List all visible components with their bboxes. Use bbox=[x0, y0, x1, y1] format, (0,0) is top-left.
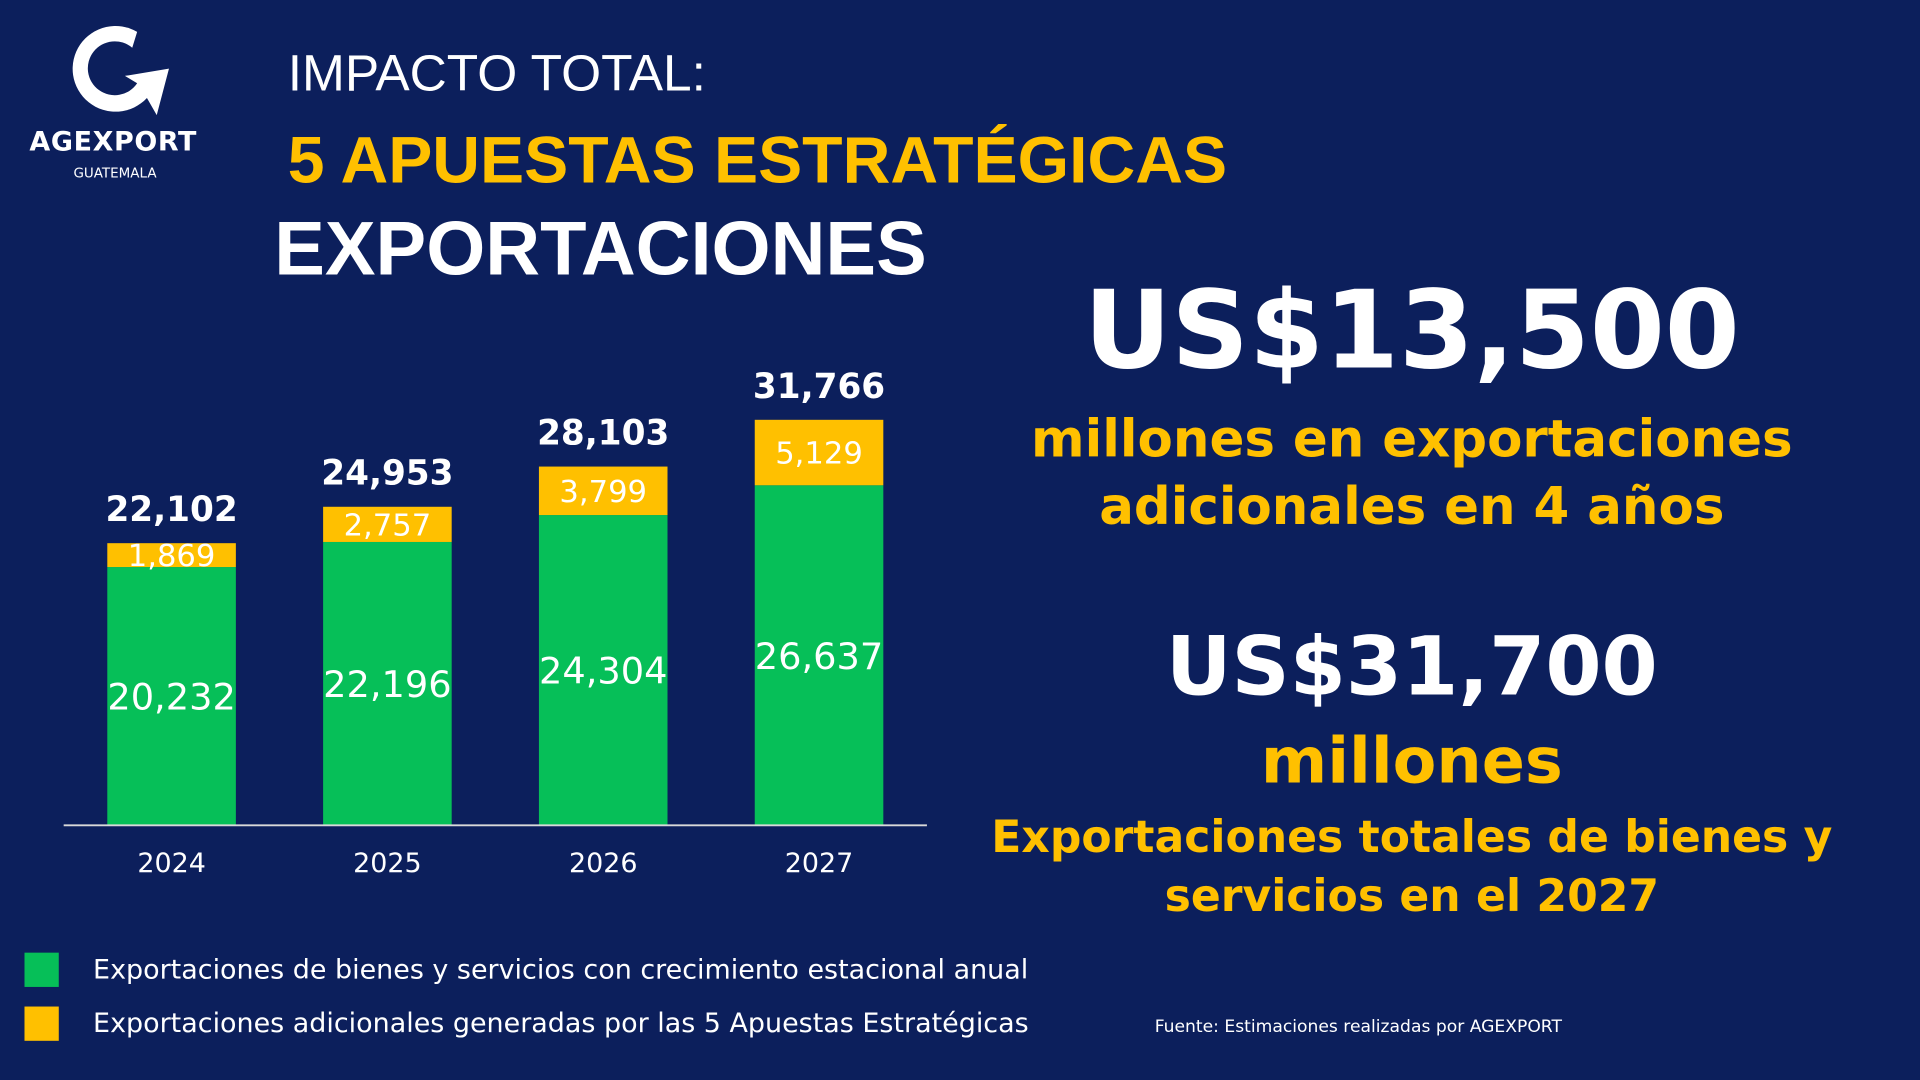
data-label: 24,304 bbox=[539, 650, 667, 693]
logo-subtitle: GUATEMALA bbox=[73, 165, 157, 182]
bar-segment bbox=[323, 506, 452, 542]
title-line1: IMPACTO TOTAL: bbox=[287, 44, 706, 102]
bar-segment bbox=[754, 485, 884, 826]
bar-segment bbox=[538, 466, 668, 516]
data-label: 1,869 bbox=[128, 539, 216, 574]
highlight-2-value: US$31,700 bbox=[1165, 619, 1658, 714]
legend-item-base: Exportaciones de bienes y servicios con … bbox=[24, 952, 1029, 987]
total-label: 31,766 bbox=[753, 367, 885, 407]
legend-swatch-green bbox=[24, 952, 59, 987]
x-tick-label: 2027 bbox=[785, 848, 854, 879]
logo-name: AGEXPORT bbox=[29, 127, 197, 158]
data-label: 20,232 bbox=[107, 676, 235, 719]
stacked-bar-chart: 20,232 1,869 22,102 2024 22,196 2,757 24,953 20… bbox=[63, 367, 927, 879]
total-label: 22,102 bbox=[105, 490, 237, 530]
source-note: Fuente: Estimaciones realizadas por AGEX… bbox=[1154, 1017, 1562, 1038]
highlight-2-unit: millones bbox=[1260, 724, 1563, 799]
data-label: 3,799 bbox=[559, 475, 647, 510]
data-label: 2,757 bbox=[344, 508, 432, 543]
highlight-1-value: US$13,500 bbox=[1083, 266, 1740, 394]
bar-segment bbox=[754, 419, 884, 486]
bar-segment bbox=[107, 543, 236, 568]
highlight-1-text2: adicionales en 4 años bbox=[1099, 476, 1725, 537]
total-label: 24,953 bbox=[321, 454, 453, 494]
bar-segment bbox=[107, 567, 236, 826]
agexport-logo-icon bbox=[72, 25, 169, 116]
title-line2: 5 APUESTAS ESTRATÉGICAS bbox=[287, 123, 1228, 198]
bar-segment bbox=[323, 541, 452, 826]
x-tick-label: 2024 bbox=[137, 848, 206, 879]
highlight-2-text1: Exportaciones totales de bienes y bbox=[991, 813, 1833, 864]
data-label: 5,129 bbox=[775, 437, 863, 472]
data-label: 26,637 bbox=[755, 635, 883, 678]
title-line3: EXPORTACIONES bbox=[274, 206, 927, 292]
highlight-1-text1: millones en exportaciones bbox=[1031, 408, 1793, 469]
highlight-2-text2: servicios en el 2027 bbox=[1164, 871, 1660, 923]
data-label: 22,196 bbox=[323, 663, 451, 706]
bar-segment bbox=[538, 515, 668, 826]
x-tick-label: 2026 bbox=[569, 848, 638, 879]
legend-swatch-yellow bbox=[24, 1006, 59, 1041]
legend-item-additional: Exportaciones adicionales generadas por … bbox=[24, 1006, 1029, 1041]
legend-label: Exportaciones adicionales generadas por … bbox=[93, 1008, 1029, 1039]
x-tick-label: 2025 bbox=[353, 848, 422, 879]
total-label: 28,103 bbox=[537, 414, 669, 454]
legend-label: Exportaciones de bienes y servicios con … bbox=[93, 954, 1029, 986]
